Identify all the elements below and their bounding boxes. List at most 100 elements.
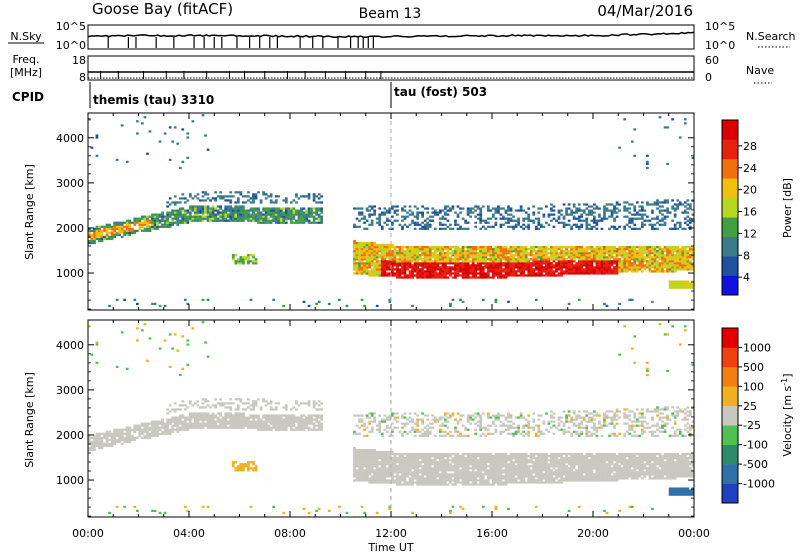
power-cell (368, 223, 371, 226)
power-cell (623, 260, 627, 263)
velocity-cell (403, 483, 407, 486)
velocity-cell (302, 422, 306, 425)
velocity-cell (186, 343, 190, 346)
velocity-cell (176, 416, 180, 419)
velocity-cell (373, 412, 377, 415)
power-cell (302, 213, 306, 216)
power-cell (676, 260, 680, 263)
power-cell (661, 223, 664, 226)
velocity-cell (211, 404, 215, 407)
power-cell (370, 254, 374, 257)
power-cell (370, 274, 374, 277)
velocity-cell (363, 424, 366, 427)
velocity-cell (360, 457, 364, 460)
power-cell (176, 215, 180, 218)
power-cell (640, 270, 644, 273)
power-cell (620, 256, 624, 259)
velocity-cell (363, 459, 366, 462)
power-cell (469, 211, 472, 214)
velocity-cell (272, 416, 276, 419)
power-cell (691, 248, 695, 251)
power-cell (267, 209, 270, 212)
velocity-cell (300, 416, 303, 419)
velocity-cell (403, 459, 407, 462)
power-cell (403, 264, 407, 267)
power-cell (653, 227, 657, 230)
velocity-cell (113, 442, 116, 446)
power-cell (438, 276, 442, 279)
velocity-cell (257, 398, 260, 401)
velocity-cell (360, 418, 364, 421)
velocity-cell (385, 452, 389, 456)
power-cell (262, 209, 265, 212)
power-cell (479, 262, 483, 265)
power-cell (676, 252, 680, 255)
power-cell (681, 280, 685, 283)
power-cell (444, 207, 447, 210)
power-cell (244, 195, 248, 198)
power-cell (676, 205, 680, 208)
power-cell (537, 227, 541, 230)
power-cell (396, 274, 399, 277)
power-cell (411, 266, 414, 269)
power-cell (421, 245, 425, 249)
power-cell (451, 205, 455, 208)
power-cell (269, 209, 273, 212)
power-cell (401, 215, 404, 218)
power-cell (365, 254, 369, 257)
power-cell (630, 221, 634, 224)
power-cell (598, 270, 601, 273)
velocity-cell (380, 461, 384, 464)
power-cell (363, 272, 366, 275)
power-cell (562, 250, 566, 253)
velocity-cell (163, 511, 167, 515)
velocity-cell (368, 412, 371, 415)
power-cell (623, 258, 627, 261)
power-cell (231, 211, 235, 214)
power-cell (221, 197, 225, 200)
power-cell (454, 272, 457, 275)
power-cell (552, 250, 556, 253)
velocity-cell (373, 455, 377, 458)
velocity-cell (153, 509, 157, 513)
velocity-cell (272, 420, 276, 423)
power-cell (153, 225, 157, 228)
velocity-cell (411, 428, 414, 431)
power-cell (686, 282, 690, 285)
power-cell (436, 274, 440, 277)
power-cell (368, 215, 371, 218)
velocity-cell (156, 432, 159, 435)
power-cell (542, 250, 546, 253)
power-cell (171, 213, 175, 216)
velocity-cell (183, 418, 187, 421)
power-cell (408, 213, 412, 216)
velocity-cell (401, 434, 404, 437)
velocity-cell (229, 398, 233, 401)
power-cell (479, 268, 483, 271)
velocity-cell (216, 416, 220, 419)
freq-right-tick-top: 60 (705, 54, 719, 67)
power-cell (201, 298, 205, 301)
power-cell (466, 260, 470, 263)
power-cell (484, 254, 488, 257)
power-cell (380, 258, 384, 261)
power-cell (378, 256, 382, 259)
velocity-cell (383, 452, 387, 456)
power-cell (368, 209, 371, 212)
power-cell (580, 250, 584, 253)
power-cell (216, 211, 220, 214)
velocity-cell (413, 477, 417, 480)
velocity-cell (368, 477, 371, 480)
velocity-cell (105, 430, 109, 433)
power-cell (194, 215, 197, 218)
power-cell (494, 223, 498, 226)
power-cell (186, 199, 190, 202)
power-cell (527, 270, 531, 273)
power-cell (502, 264, 505, 267)
velocity-cell (396, 420, 399, 423)
power-cell (191, 219, 195, 222)
power-cell (575, 262, 579, 265)
power-cell (545, 264, 548, 267)
power-cell (171, 140, 175, 143)
power-cell (575, 217, 579, 220)
